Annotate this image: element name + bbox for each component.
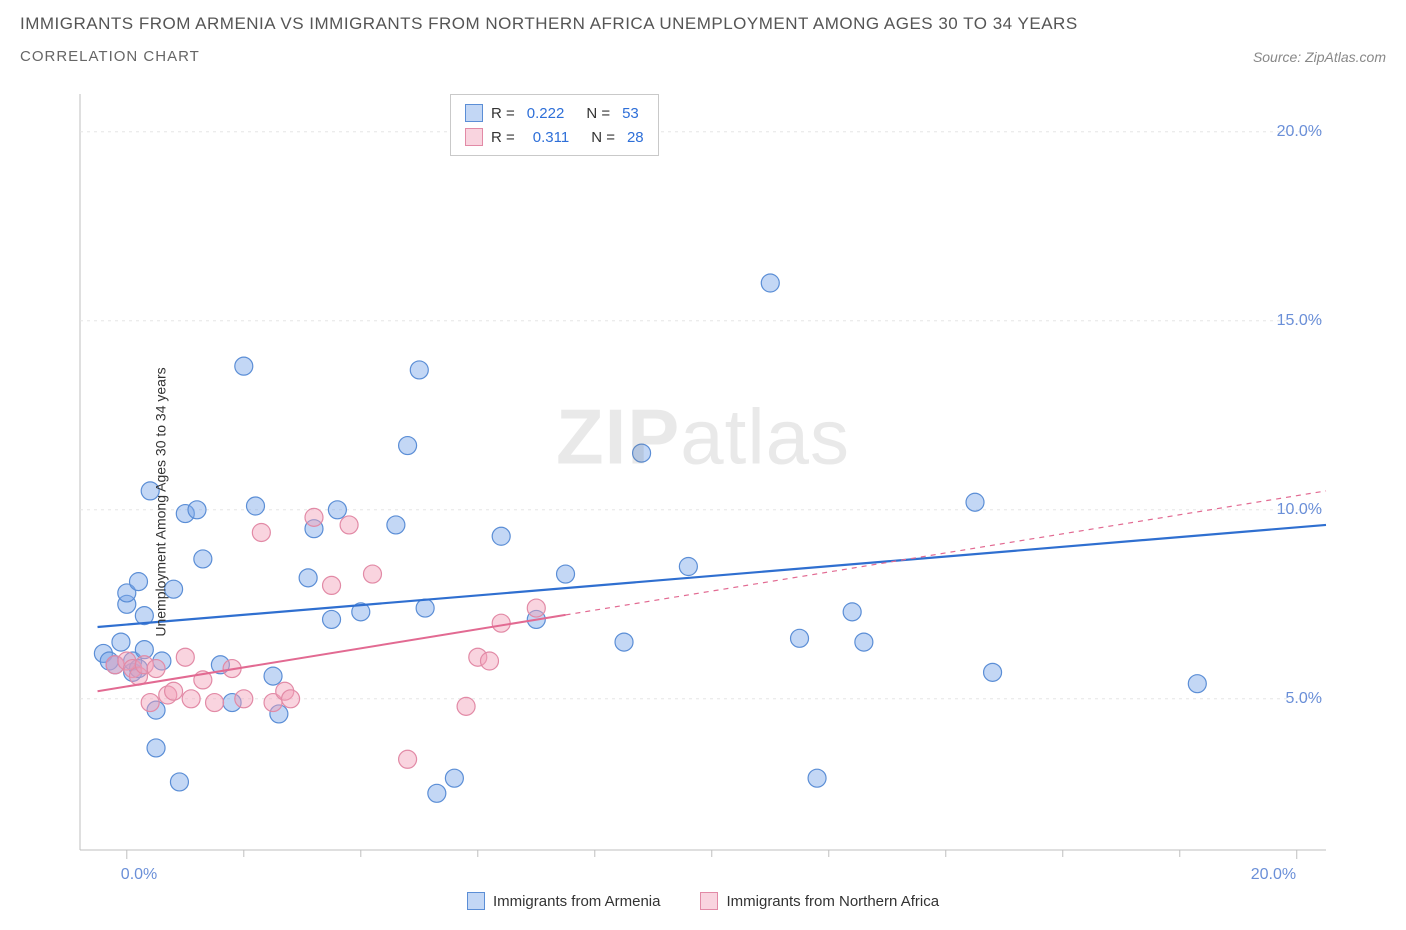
n-label: N = [591, 129, 615, 146]
y-tick-label: 20.0% [1277, 123, 1322, 141]
r-value-nafrica: 0.311 [533, 129, 569, 146]
x-tick-label: 20.0% [1251, 866, 1296, 884]
subtitle-row: CORRELATION CHART Source: ZipAtlas.com [20, 48, 1386, 65]
series-legend: Immigrants from Armenia Immigrants from … [20, 892, 1386, 910]
correlation-legend: R = 0.222 N = 53 R = 0.311 N = 28 [450, 94, 659, 156]
n-label: N = [586, 105, 610, 122]
r-label: R = [491, 129, 515, 146]
correlation-row-armenia: R = 0.222 N = 53 [465, 101, 644, 125]
legend-label-nafrica: Immigrants from Northern Africa [726, 893, 939, 910]
r-label: R = [491, 105, 515, 122]
n-value-nafrica: 28 [627, 129, 644, 146]
y-tick-label: 5.0% [1286, 690, 1322, 708]
swatch-nafrica [465, 128, 483, 146]
chart-area: Unemployment Among Ages 30 to 34 years Z… [20, 94, 1386, 910]
chart-header: IMMIGRANTS FROM ARMENIA VS IMMIGRANTS FR… [0, 0, 1406, 71]
y-tick-label: 15.0% [1277, 312, 1322, 330]
legend-item-armenia: Immigrants from Armenia [467, 892, 661, 910]
correlation-row-nafrica: R = 0.311 N = 28 [465, 125, 644, 149]
n-value-armenia: 53 [622, 105, 639, 122]
chart-title: IMMIGRANTS FROM ARMENIA VS IMMIGRANTS FR… [20, 14, 1386, 34]
r-value-armenia: 0.222 [527, 105, 565, 122]
legend-swatch-nafrica [700, 892, 718, 910]
scatter-plot-svg [20, 94, 1386, 910]
y-tick-label: 10.0% [1277, 501, 1322, 519]
chart-subtitle: CORRELATION CHART [20, 48, 200, 65]
legend-item-nafrica: Immigrants from Northern Africa [700, 892, 939, 910]
chart-source: Source: ZipAtlas.com [1253, 49, 1386, 65]
swatch-armenia [465, 104, 483, 122]
legend-label-armenia: Immigrants from Armenia [493, 893, 661, 910]
legend-swatch-armenia [467, 892, 485, 910]
y-axis-label: Unemployment Among Ages 30 to 34 years [153, 367, 169, 636]
x-tick-label: 0.0% [121, 866, 157, 884]
